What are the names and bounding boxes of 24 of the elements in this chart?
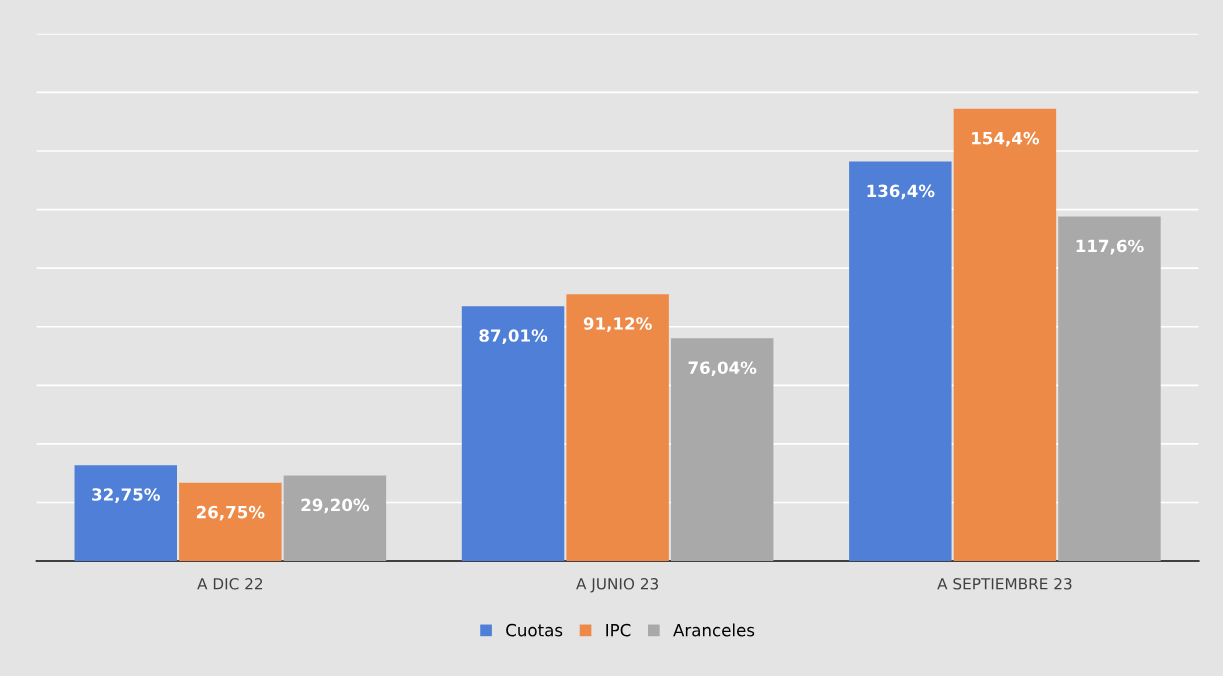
data-label: 87,01% [479, 329, 548, 344]
bar [74, 465, 177, 562]
data-label: 117,6% [1076, 239, 1144, 255]
x-tick-label: A JUNIO 23 [576, 578, 659, 593]
bar [461, 306, 565, 562]
data-label: 154,4% [972, 131, 1040, 147]
bar [849, 161, 952, 562]
legend-label: IPC [606, 623, 631, 637]
bar [670, 338, 774, 562]
data-label: 91,12% [583, 317, 652, 332]
legend-label: Aranceles [673, 623, 755, 637]
legend-label: Cuotas [506, 623, 563, 637]
data-label: 26,75% [196, 505, 265, 521]
x-tick-label: A DIC 22 [197, 578, 263, 590]
data-label: 29,20% [301, 498, 370, 514]
data-label: 136,4% [867, 184, 935, 200]
bar [283, 475, 387, 562]
data-label: 76,04% [688, 361, 757, 377]
x-tick-label: A SEPTIEMBRE 23 [937, 578, 1072, 590]
data-label: 32,75% [92, 488, 160, 503]
bar [953, 108, 1057, 562]
bar [1058, 216, 1161, 562]
bar [179, 482, 282, 562]
bar [566, 294, 669, 562]
